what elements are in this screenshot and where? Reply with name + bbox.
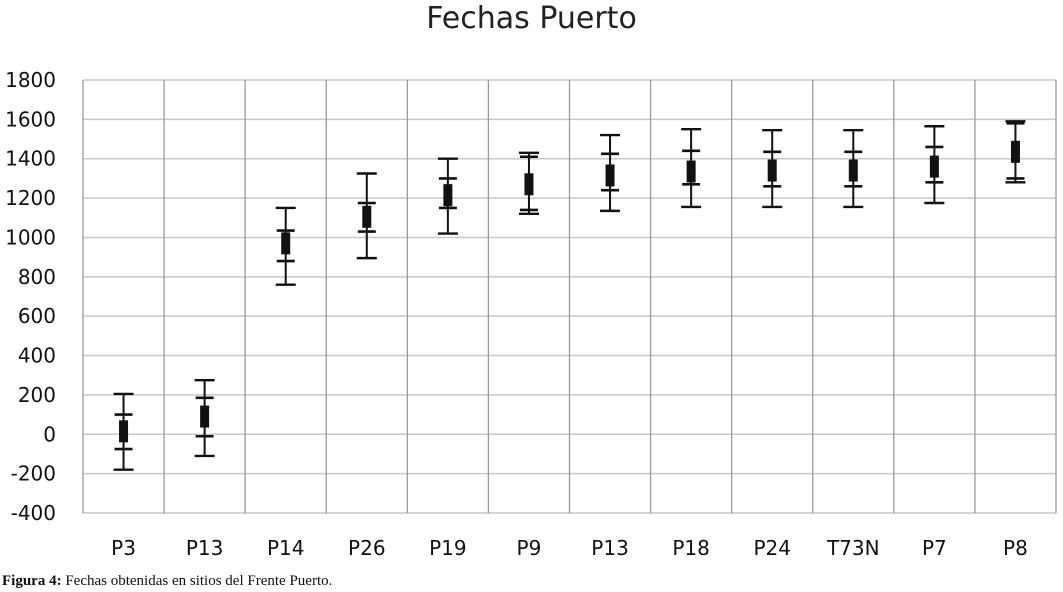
median-marker bbox=[767, 159, 777, 182]
x-tick-label: P9 bbox=[517, 536, 542, 560]
caption-label: Figura 4: bbox=[2, 573, 62, 589]
median-marker bbox=[929, 155, 939, 178]
x-tick-label: P18 bbox=[672, 536, 710, 560]
x-tick-label: P19 bbox=[429, 536, 467, 560]
y-tick-label: 400 bbox=[18, 344, 56, 368]
y-tick-label: 600 bbox=[18, 304, 56, 328]
median-marker bbox=[443, 184, 453, 207]
y-tick-label: 800 bbox=[18, 265, 56, 289]
median-marker bbox=[281, 232, 291, 255]
median-marker bbox=[1010, 140, 1020, 163]
x-tick-label: P24 bbox=[753, 536, 791, 560]
median-marker bbox=[848, 159, 858, 182]
x-tick-label: P14 bbox=[267, 536, 305, 560]
x-tick-label: P26 bbox=[348, 536, 386, 560]
x-tick-label: T73N bbox=[826, 536, 880, 560]
y-tick-label: 1800 bbox=[5, 68, 56, 92]
median-marker bbox=[362, 205, 372, 228]
median-marker bbox=[119, 420, 129, 443]
median-marker bbox=[686, 160, 696, 183]
y-tick-label: 0 bbox=[43, 422, 56, 446]
y-tick-label: 200 bbox=[18, 383, 56, 407]
x-tick-label: P13 bbox=[186, 536, 224, 560]
y-tick-label: 1400 bbox=[5, 147, 56, 171]
data-marks bbox=[113, 120, 1026, 471]
y-tick-label: 1600 bbox=[5, 107, 56, 131]
median-marker bbox=[524, 173, 534, 196]
median-marker bbox=[200, 405, 210, 428]
chart-title: Fechas Puerto bbox=[426, 1, 637, 36]
x-tick-label: P13 bbox=[591, 536, 629, 560]
y-tick-label: 1200 bbox=[5, 186, 56, 210]
y-tick-label: 1000 bbox=[5, 225, 56, 249]
y-tick-label: -400 bbox=[11, 501, 56, 525]
median-marker bbox=[605, 164, 615, 187]
x-tick-label: P8 bbox=[1003, 536, 1028, 560]
caption-text: Fechas obtenidas en sitios del Frente Pu… bbox=[65, 573, 333, 589]
y-tick-labels: -400 -200 0 200 400 600 800 1000 1200 1400 1600 180… bbox=[5, 68, 56, 525]
x-tick-label: P3 bbox=[111, 536, 136, 560]
y-tick-label: -200 bbox=[11, 462, 56, 486]
x-tick-labels: P3 P13 P14 P26 P19 P9 P13 P18 P24 T73N P7 P8 bbox=[111, 536, 1028, 560]
x-tick-label: P7 bbox=[922, 536, 947, 560]
figure-caption: Figura 4: Fechas obtenidas en sitios del… bbox=[2, 573, 332, 590]
grid-lines bbox=[82, 79, 1057, 514]
